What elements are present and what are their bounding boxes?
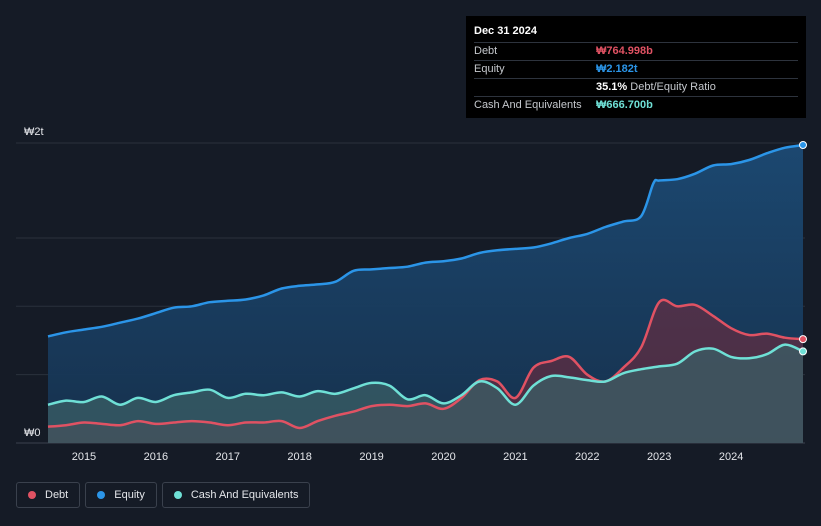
equity-end-marker	[799, 141, 807, 149]
tooltip-value: ₩2.182t	[596, 63, 638, 75]
legend-label: Debt	[45, 489, 69, 501]
cash-and-equivalents-line	[47, 343, 804, 406]
cash-and-equivalents-end-marker	[799, 347, 807, 356]
x-tick-label: 2022	[575, 451, 599, 463]
debt-line	[47, 298, 804, 430]
debt-end-marker	[799, 335, 807, 344]
legend: Debt Equity Cash And Equivalents	[16, 482, 315, 508]
series-areas	[48, 145, 803, 443]
y-tick-label: ₩0	[24, 427, 41, 439]
x-tick-label: 2019	[359, 451, 383, 463]
cash-dot-icon	[173, 491, 182, 499]
equity-dot-icon	[97, 491, 106, 499]
equity-area	[48, 145, 803, 443]
cash-and-equivalents-area	[48, 344, 803, 443]
tooltip-label: Equity	[474, 63, 505, 75]
legend-label: Cash And Equivalents	[190, 489, 299, 501]
tooltip-value: ₩666.700b	[596, 99, 653, 111]
axis-labels: ₩2t ₩0 2015 2016 2017 2018 2019 2020 2021 2022 202…	[24, 126, 743, 463]
tooltip-ratio-note: Debt/Equity Ratio	[630, 81, 716, 93]
tooltip-row-debt: Debt ₩764.998b	[474, 43, 798, 61]
tooltip-label	[474, 79, 596, 96]
tooltip-row-equity: Equity ₩2.182t	[474, 61, 798, 79]
hover-tooltip: Dec 31 2024 Debt ₩764.998b Equity ₩2.182…	[466, 16, 806, 118]
x-tick-label: 2021	[503, 451, 527, 463]
y-tick-label: ₩2t	[24, 126, 44, 138]
tooltip-row-ratio: 35.1% Debt/Equity Ratio	[474, 79, 798, 97]
x-tick-label: 2015	[72, 451, 96, 463]
x-tick-label: 2017	[216, 451, 240, 463]
legend-label: Equity	[114, 489, 145, 501]
tooltip-value: 35.1%	[596, 81, 628, 93]
legend-item-equity[interactable]: Equity	[85, 482, 157, 508]
series-lines	[47, 141, 807, 430]
x-tick-label: 2020	[431, 451, 455, 463]
x-tick-label: 2023	[647, 451, 671, 463]
tooltip-label: Debt	[474, 45, 498, 57]
debt-dot-icon	[28, 491, 36, 499]
legend-item-debt[interactable]: Debt	[16, 482, 81, 508]
x-tick-label: 2016	[144, 451, 168, 463]
x-tick-label: 2024	[719, 451, 743, 463]
tooltip-label: Cash And Equivalents	[474, 99, 582, 111]
legend-item-cash[interactable]: Cash And Equivalents	[161, 482, 311, 508]
equity-line	[47, 143, 804, 338]
tooltip-date: Dec 31 2024	[474, 24, 798, 43]
x-tick-label: 2018	[287, 451, 311, 463]
tooltip-value: ₩764.998b	[596, 45, 653, 57]
tooltip-row-cash: Cash And Equivalents ₩666.700b	[474, 97, 798, 114]
